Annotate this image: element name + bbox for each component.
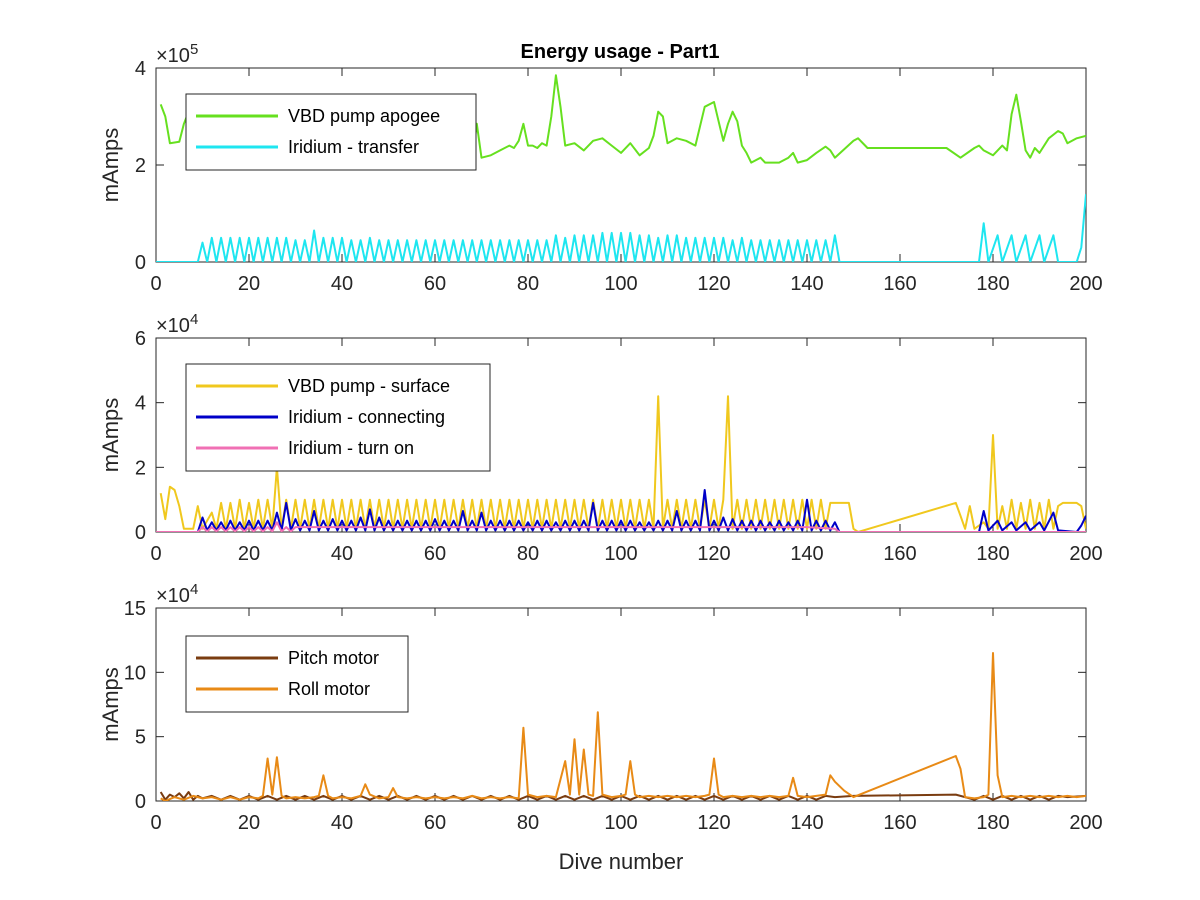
x-tick-label: 140	[790, 273, 823, 295]
y-tick-label: 4	[135, 393, 146, 415]
legend-label: VBD pump apogee	[288, 106, 440, 126]
x-tick-label: 0	[150, 812, 161, 834]
series-line-iridium-turn-on	[156, 521, 1086, 532]
y-exponent-label: ×104	[156, 581, 198, 607]
series-line-vbd-pump-surface	[159, 395, 1086, 532]
legend: Pitch motor Roll motor	[185, 635, 409, 713]
y-tick-label: 2	[135, 155, 146, 177]
x-tick-label: 180	[976, 812, 1009, 834]
x-tick-label: 60	[424, 812, 446, 834]
subplot-3: 0 20 40 60 80 100 120 140 160 180 200 0 5 10 15 ×104 mAm…	[98, 581, 1103, 874]
x-tick-label: 180	[976, 543, 1009, 565]
y-tick-label: 0	[135, 252, 146, 274]
y-tick-label: 6	[135, 328, 146, 350]
x-tick-label: 200	[1069, 812, 1102, 834]
y-tick-label: 2	[135, 457, 146, 479]
legend-label: Pitch motor	[288, 648, 379, 668]
y-exponent-label: ×105	[156, 41, 198, 67]
series-group	[159, 652, 1086, 801]
x-tick-label: 120	[697, 543, 730, 565]
x-tick-label: 20	[238, 543, 260, 565]
y-axis-label: mAmps	[98, 398, 123, 473]
series-line-iridium-transfer	[156, 194, 1086, 262]
x-tick-label: 140	[790, 543, 823, 565]
legend-box	[185, 635, 409, 713]
y-tick-label: 10	[124, 662, 146, 684]
y-tick-label: 0	[135, 791, 146, 813]
x-tick-label: 160	[883, 812, 916, 834]
y-tick-label: 5	[135, 727, 146, 749]
x-tick-label: 60	[424, 273, 446, 295]
legend-label: Roll motor	[288, 679, 370, 699]
x-tick-label: 80	[517, 812, 539, 834]
y-axis-label: mAmps	[98, 667, 123, 742]
y-tick-label: 15	[124, 598, 146, 620]
y-tick-label: 0	[135, 522, 146, 544]
legend-label: VBD pump - surface	[288, 376, 450, 396]
x-tick-label: 100	[604, 543, 637, 565]
y-tick-label: 4	[135, 58, 146, 80]
legend: VBD pump apogee Iridium - transfer	[185, 93, 477, 171]
x-tick-label: 160	[883, 273, 916, 295]
x-tick-label: 100	[604, 273, 637, 295]
x-tick-label: 0	[150, 543, 161, 565]
x-tick-label: 20	[238, 812, 260, 834]
x-tick-label: 80	[517, 543, 539, 565]
y-exponent-label: ×104	[156, 311, 198, 337]
legend-label: Iridium - connecting	[288, 407, 445, 427]
x-tick-label: 100	[604, 812, 637, 834]
x-tick-label: 180	[976, 273, 1009, 295]
figure-title: Energy usage - Part1	[521, 41, 720, 63]
x-tick-label: 120	[697, 812, 730, 834]
subplot-2: 0 20 40 60 80 100 120 140 160 180 200 0 2 4 6 ×104 mAmps…	[98, 311, 1103, 565]
x-tick-label: 160	[883, 543, 916, 565]
x-tick-label: 20	[238, 273, 260, 295]
x-axis-label: Dive number	[559, 849, 684, 874]
x-tick-label: 200	[1069, 273, 1102, 295]
x-tick-label: 200	[1069, 543, 1102, 565]
y-axis-label: mAmps	[98, 128, 123, 203]
series-group	[156, 395, 1086, 532]
x-tick-label: 140	[790, 812, 823, 834]
x-tick-label: 80	[517, 273, 539, 295]
legend-label: Iridium - turn on	[288, 438, 414, 458]
x-tick-label: 40	[331, 273, 353, 295]
x-tick-label: 120	[697, 273, 730, 295]
legend: VBD pump - surface Iridium - connecting Ir…	[185, 363, 491, 472]
series-line-roll-motor	[160, 652, 1086, 801]
legend-box	[185, 93, 477, 171]
x-tick-label: 40	[331, 543, 353, 565]
subplot-1: 0 20 40 60 80 100 120 140 160 180 200 0 2 4 ×105 mAmps V…	[98, 41, 1103, 295]
x-tick-label: 40	[331, 812, 353, 834]
subplots: 0 20 40 60 80 100 120 140 160 180 200024×105mAmpsV…	[98, 41, 1103, 874]
x-tick-label: 60	[424, 543, 446, 565]
x-tick-label: 0	[150, 273, 161, 295]
legend-label: Iridium - transfer	[288, 137, 419, 157]
